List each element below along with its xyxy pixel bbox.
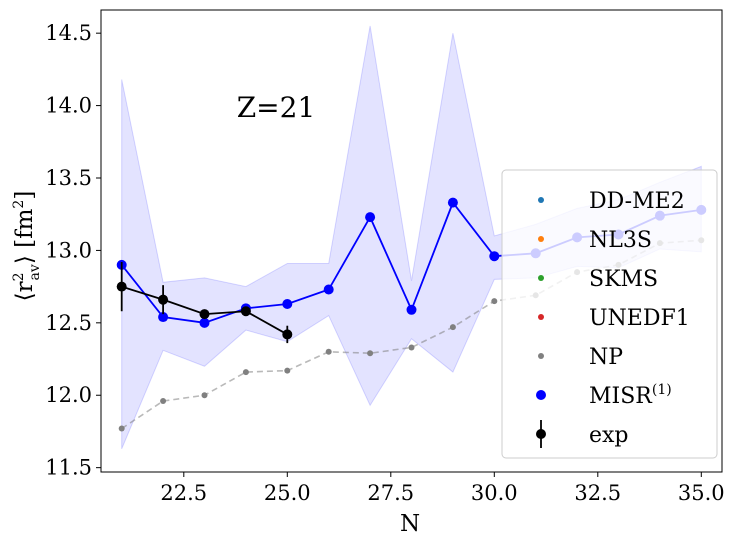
legend-marker bbox=[538, 236, 544, 242]
legend: DD-ME2 NL3S SKMS UNEDF1 NP MISR(1) exp bbox=[501, 169, 718, 459]
y-axis-label-close: ] bbox=[12, 191, 38, 200]
legend-label: MISR(1) bbox=[589, 382, 672, 409]
y-axis-label-tail-sup: 2 bbox=[11, 200, 27, 209]
exp-point bbox=[240, 306, 251, 317]
np-point bbox=[284, 367, 291, 374]
legend-label-text: exp bbox=[589, 423, 629, 448]
np-point bbox=[449, 324, 456, 331]
misr-point bbox=[447, 197, 458, 208]
misr-point bbox=[489, 251, 500, 262]
legend-label-text: NL3S bbox=[589, 228, 652, 253]
y-axis-label-sub: av bbox=[27, 264, 43, 280]
y-axis-label: ⟨r2av⟩ [fm2] bbox=[11, 191, 43, 302]
legend-marker bbox=[538, 314, 544, 320]
np-point bbox=[367, 350, 374, 357]
x-tick-label: 32.5 bbox=[574, 481, 621, 505]
np-point bbox=[160, 398, 167, 405]
legend-label: DD-ME2 bbox=[589, 189, 685, 214]
x-tick-label: 27.5 bbox=[367, 481, 414, 505]
y-axis-label-main: ⟨r bbox=[12, 281, 38, 301]
legend-marker bbox=[538, 275, 544, 281]
exp-series-layer bbox=[116, 262, 293, 344]
y-tick-label: 12.5 bbox=[45, 311, 92, 335]
plot-area-frame bbox=[100, 9, 723, 473]
np-point bbox=[201, 392, 208, 399]
misr-point bbox=[158, 312, 169, 323]
legend-label-text: NP bbox=[589, 345, 623, 370]
y-axis-label-tail: ⟩ [fm bbox=[12, 208, 38, 264]
y-tick-label: 14.5 bbox=[45, 21, 92, 45]
chart-annotation: Z=21 bbox=[237, 91, 316, 124]
exp-point bbox=[116, 281, 127, 292]
legend-marker bbox=[538, 197, 544, 203]
legend-label-text: UNEDF1 bbox=[589, 306, 690, 331]
misr-point bbox=[406, 304, 417, 315]
legend-label-text: DD-ME2 bbox=[589, 189, 685, 214]
legend-label: NP bbox=[589, 345, 623, 370]
legend-label-text: SKMS bbox=[589, 267, 658, 292]
legend-marker bbox=[538, 353, 544, 359]
exp-point bbox=[282, 329, 293, 340]
axis-ticks: 22.5 25.0 27.5 30.0 32.5 35.0 11.5 12.0 12.5 13.0… bbox=[45, 21, 724, 505]
legend-marker bbox=[536, 390, 546, 400]
misr-point bbox=[323, 284, 334, 295]
x-tick-label: 35.0 bbox=[678, 481, 725, 505]
np-point bbox=[118, 425, 125, 432]
legend-box bbox=[501, 169, 718, 459]
np-point bbox=[491, 298, 498, 305]
x-tick-label: 25.0 bbox=[264, 481, 311, 505]
np-point bbox=[242, 369, 249, 376]
legend-label: SKMS bbox=[589, 267, 658, 292]
misr-point bbox=[365, 212, 376, 223]
legend-label: UNEDF1 bbox=[589, 306, 690, 331]
y-tick-label: 11.5 bbox=[45, 456, 92, 480]
np-point bbox=[325, 348, 332, 355]
y-tick-label: 13.0 bbox=[45, 238, 92, 262]
y-axis-label-sup: 2 bbox=[11, 272, 27, 281]
y-tick-label: 14.0 bbox=[45, 94, 92, 118]
misr-point bbox=[199, 317, 210, 328]
legend-marker bbox=[536, 429, 546, 439]
legend-label: exp bbox=[589, 423, 629, 448]
legend-label-text: MISR bbox=[589, 384, 653, 409]
np-point bbox=[408, 344, 415, 351]
legend-label: NL3S bbox=[589, 228, 652, 253]
x-tick-label: 30.0 bbox=[471, 481, 518, 505]
legend-label-sup: (1) bbox=[652, 382, 672, 398]
exp-point bbox=[199, 309, 210, 320]
x-tick-label: 22.5 bbox=[160, 481, 207, 505]
misr-point bbox=[282, 299, 293, 309]
y-tick-label: 12.0 bbox=[45, 383, 92, 407]
exp-point bbox=[158, 294, 169, 305]
y-tick-label: 13.5 bbox=[45, 166, 92, 190]
x-axis-label: N bbox=[400, 511, 420, 537]
